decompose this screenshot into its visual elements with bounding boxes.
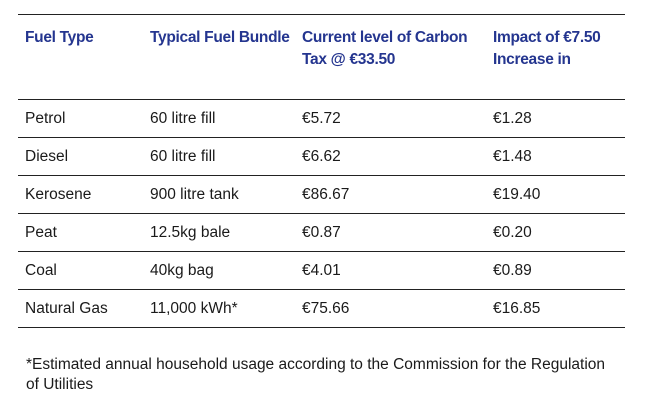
fuel-bundle-cell: 40kg bag [150,261,214,279]
current-tax-cell: €75.66 [302,299,350,317]
header-impact-increase: Impact of €7.50 Increase in [493,29,601,68]
impact-cell: €1.48 [493,147,532,165]
fuel-bundle-cell: 12.5kg bale [150,223,231,241]
footnote: *Estimated annual household usage accord… [26,356,606,393]
carbon-tax-table: Fuel Type Typical Fuel Bundle Current le… [18,14,625,328]
fuel-type-cell: Petrol [25,109,66,127]
table-row: Diesel 60 litre fill €6.62 €1.48 [18,138,625,176]
fuel-bundle-cell: 900 litre tank [150,185,239,203]
impact-cell: €0.89 [493,261,532,279]
table-row: Petrol 60 litre fill €5.72 €1.28 [18,100,625,138]
fuel-bundle-cell: 60 litre fill [150,147,216,165]
current-tax-cell: €6.62 [302,147,341,165]
fuel-type-cell: Kerosene [25,185,92,203]
current-tax-cell: €0.87 [302,223,341,241]
current-tax-cell: €4.01 [302,261,341,279]
table-row: Natural Gas 11,000 kWh* €75.66 €16.85 [18,290,625,328]
fuel-bundle-cell: 11,000 kWh* [150,299,238,317]
impact-cell: €1.28 [493,109,532,127]
header-fuel-type: Fuel Type [25,29,94,46]
current-tax-cell: €5.72 [302,109,341,127]
fuel-bundle-cell: 60 litre fill [150,109,216,127]
impact-cell: €16.85 [493,299,541,317]
fuel-type-cell: Coal [25,261,57,279]
table-row: Kerosene 900 litre tank €86.67 €19.40 [18,176,625,214]
header-typical-fuel-bundle: Typical Fuel Bundle [150,29,290,46]
fuel-type-cell: Peat [25,223,57,241]
table-header-row: Fuel Type Typical Fuel Bundle Current le… [18,14,625,100]
header-current-carbon-tax: Current level of Carbon Tax @ €33.50 [302,29,468,68]
impact-cell: €19.40 [493,185,541,203]
impact-cell: €0.20 [493,223,532,241]
table-row: Peat 12.5kg bale €0.87 €0.20 [18,214,625,252]
table-row: Coal 40kg bag €4.01 €0.89 [18,252,625,290]
fuel-type-cell: Natural Gas [25,299,108,317]
fuel-type-cell: Diesel [25,147,69,165]
current-tax-cell: €86.67 [302,185,350,203]
